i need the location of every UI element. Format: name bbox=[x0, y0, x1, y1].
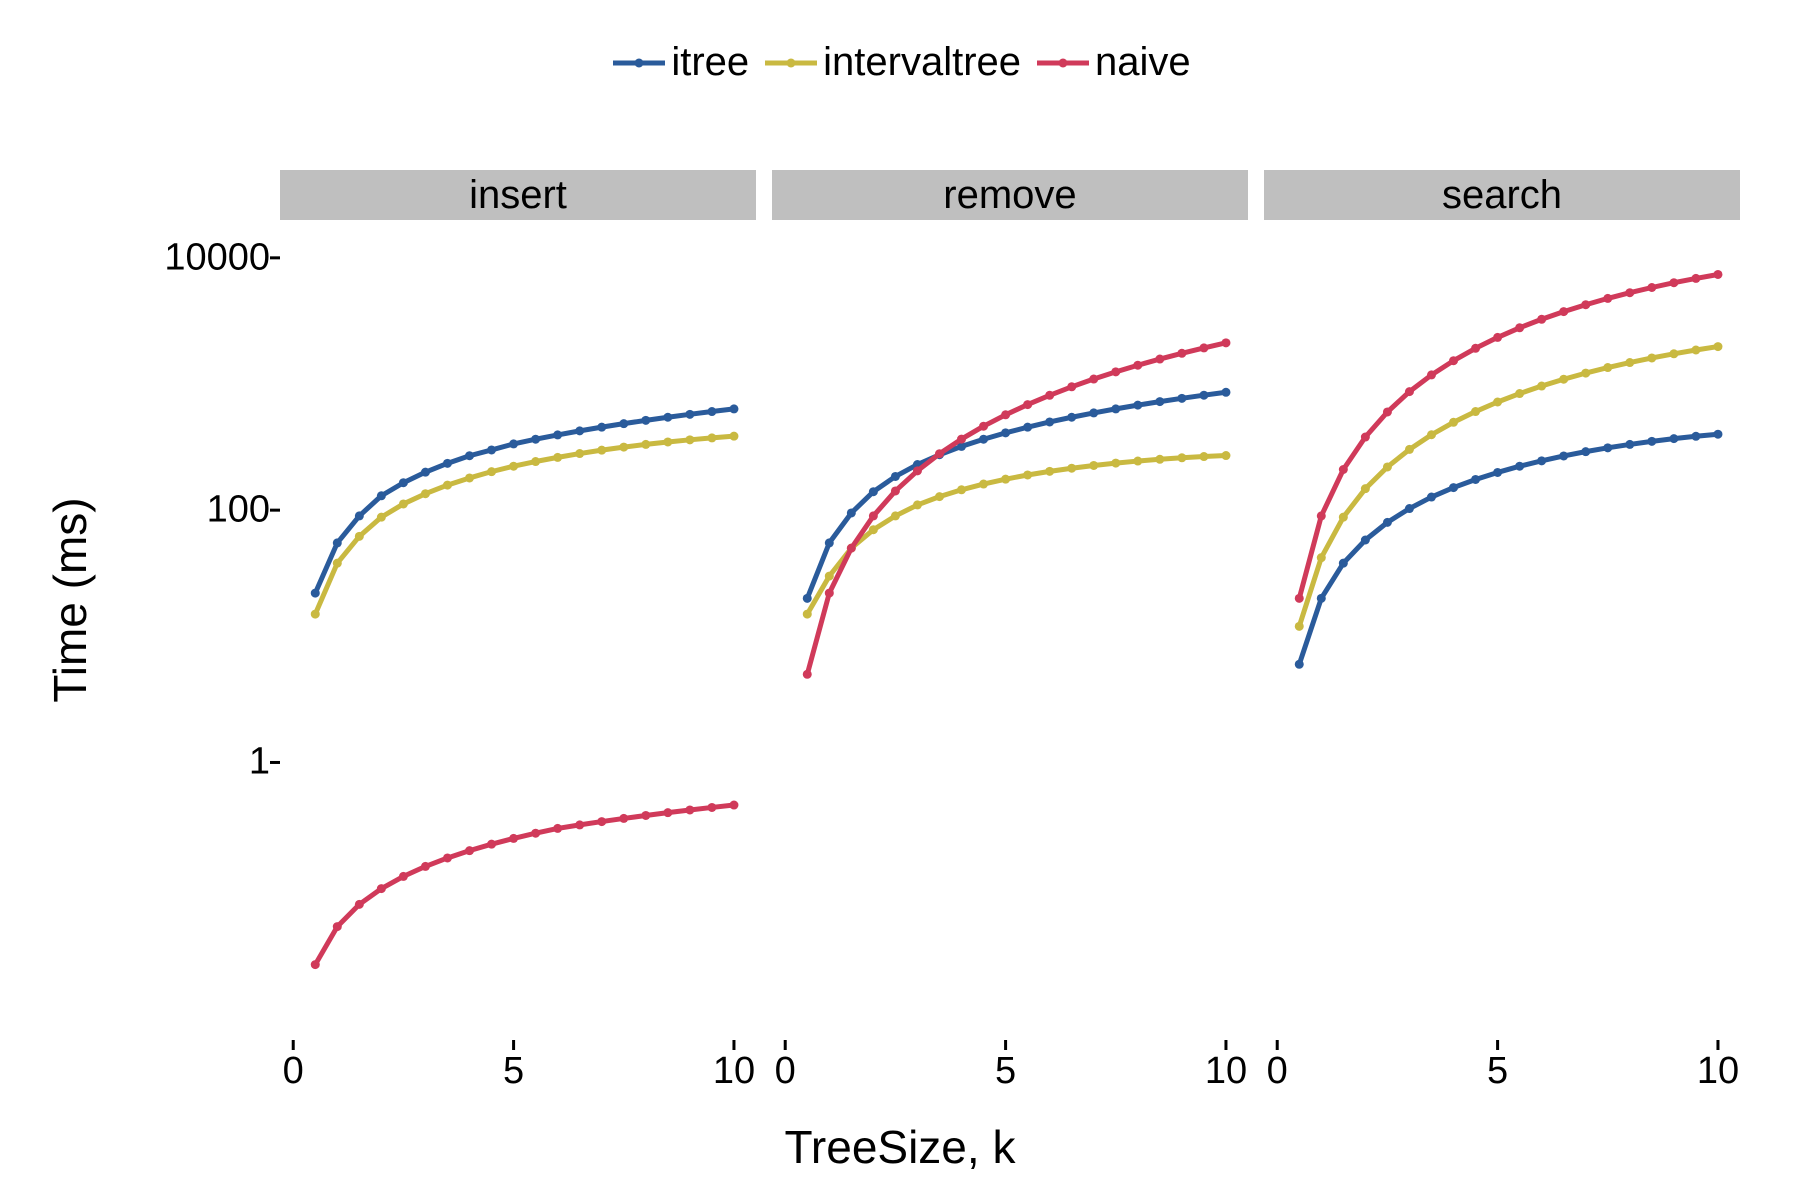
legend-item-naive: naive bbox=[1033, 40, 1191, 85]
axis-ticks-svg bbox=[268, 220, 756, 1052]
facet-strip-label: insert bbox=[280, 170, 756, 220]
plot-area bbox=[772, 220, 1248, 1040]
legend-swatch-icon bbox=[609, 51, 669, 75]
x-ticks-panel: 0 5 10 bbox=[280, 1050, 756, 1110]
facet-panel-insert: insert bbox=[280, 170, 756, 1040]
plot-area bbox=[280, 220, 756, 1040]
x-ticks-panel: 0 5 10 bbox=[772, 1050, 1248, 1110]
y-tick-label: 100 bbox=[150, 489, 270, 532]
legend-swatch-icon bbox=[1033, 51, 1093, 75]
x-axis-title: TreeSize, k bbox=[0, 1120, 1800, 1174]
legend-swatch-icon bbox=[761, 51, 821, 75]
plot-area bbox=[1264, 220, 1740, 1040]
x-tick-label: 5 bbox=[995, 1050, 1016, 1093]
x-tick-label: 0 bbox=[1267, 1050, 1288, 1093]
chart-root: itreeintervaltreenaive Time (ms) 1100100… bbox=[0, 0, 1800, 1200]
x-tick-label: 0 bbox=[775, 1050, 796, 1093]
x-tick-label: 10 bbox=[1205, 1050, 1247, 1093]
y-tick-label: 10000 bbox=[150, 236, 270, 279]
facet-panel-remove: remove bbox=[772, 170, 1248, 1040]
legend-item-intervaltree: intervaltree bbox=[761, 40, 1021, 85]
x-tick-label: 10 bbox=[1697, 1050, 1739, 1093]
x-tick-label: 5 bbox=[503, 1050, 524, 1093]
x-axis-ticks: 0 5 10 0 5 10 0 5 10 bbox=[280, 1050, 1740, 1110]
y-axis-ticks: 1 100 10000 bbox=[150, 220, 270, 1040]
facet-strip-label: remove bbox=[772, 170, 1248, 220]
x-tick-label: 0 bbox=[283, 1050, 304, 1093]
x-tick-label: 10 bbox=[713, 1050, 755, 1093]
legend-label: intervaltree bbox=[823, 40, 1021, 85]
legend-label: itree bbox=[671, 40, 749, 85]
x-tick-label: 5 bbox=[1487, 1050, 1508, 1093]
axis-ticks-svg bbox=[1252, 220, 1740, 1052]
facet-strip-label: search bbox=[1264, 170, 1740, 220]
y-tick-label: 1 bbox=[150, 741, 270, 784]
legend: itree intervaltree naive bbox=[0, 40, 1800, 85]
facet-panels: insert remove search bbox=[280, 170, 1740, 1040]
x-ticks-panel: 0 5 10 bbox=[1264, 1050, 1740, 1110]
facet-panel-search: search bbox=[1264, 170, 1740, 1040]
axis-ticks-svg bbox=[760, 220, 1248, 1052]
legend-label: naive bbox=[1095, 40, 1191, 85]
legend-item-itree: itree bbox=[609, 40, 749, 85]
y-axis-title: Time (ms) bbox=[43, 497, 97, 702]
